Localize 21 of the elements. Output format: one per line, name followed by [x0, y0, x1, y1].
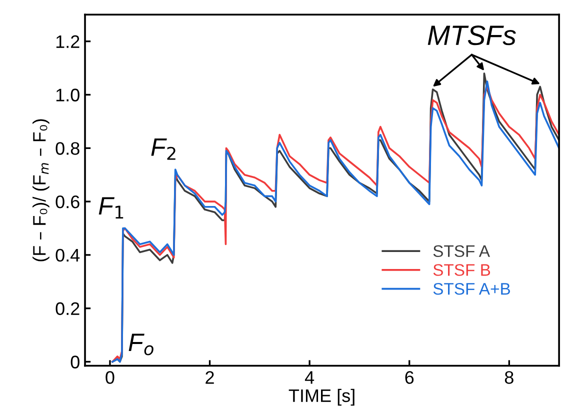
y-tick-label: 0 — [70, 356, 80, 368]
legend-label: STSF A — [433, 245, 490, 258]
x-axis-title: TIME [s] — [288, 388, 354, 406]
annotation: F$_{o}$ — [128, 334, 154, 356]
y-axis-title: (F – F₀)/ (F$_{m}$ – F₀) — [32, 119, 50, 262]
x-tick-label: 8 — [504, 371, 514, 384]
legend-label: STSF B — [433, 264, 490, 276]
x-tick-label: 2 — [206, 371, 214, 384]
x-tick-label: 4 — [304, 371, 314, 384]
y-tick-label: 0.4 — [56, 248, 80, 262]
annotation: F$_{1}$ — [98, 197, 124, 219]
legend-label: STSF A+B — [433, 282, 510, 295]
y-tick-label: 1.2 — [56, 35, 80, 48]
y-tick-label: 0.2 — [56, 302, 80, 316]
annotation: F$_{2}$ — [151, 138, 176, 160]
y-tick-label: 0.6 — [56, 195, 80, 208]
x-tick-label: 0 — [106, 371, 114, 384]
x-tick-label: 6 — [405, 371, 414, 384]
annotation: MTSFs — [428, 26, 516, 46]
y-tick-label: 1.0 — [56, 88, 80, 102]
y-tick-label: 0.8 — [56, 142, 80, 155]
